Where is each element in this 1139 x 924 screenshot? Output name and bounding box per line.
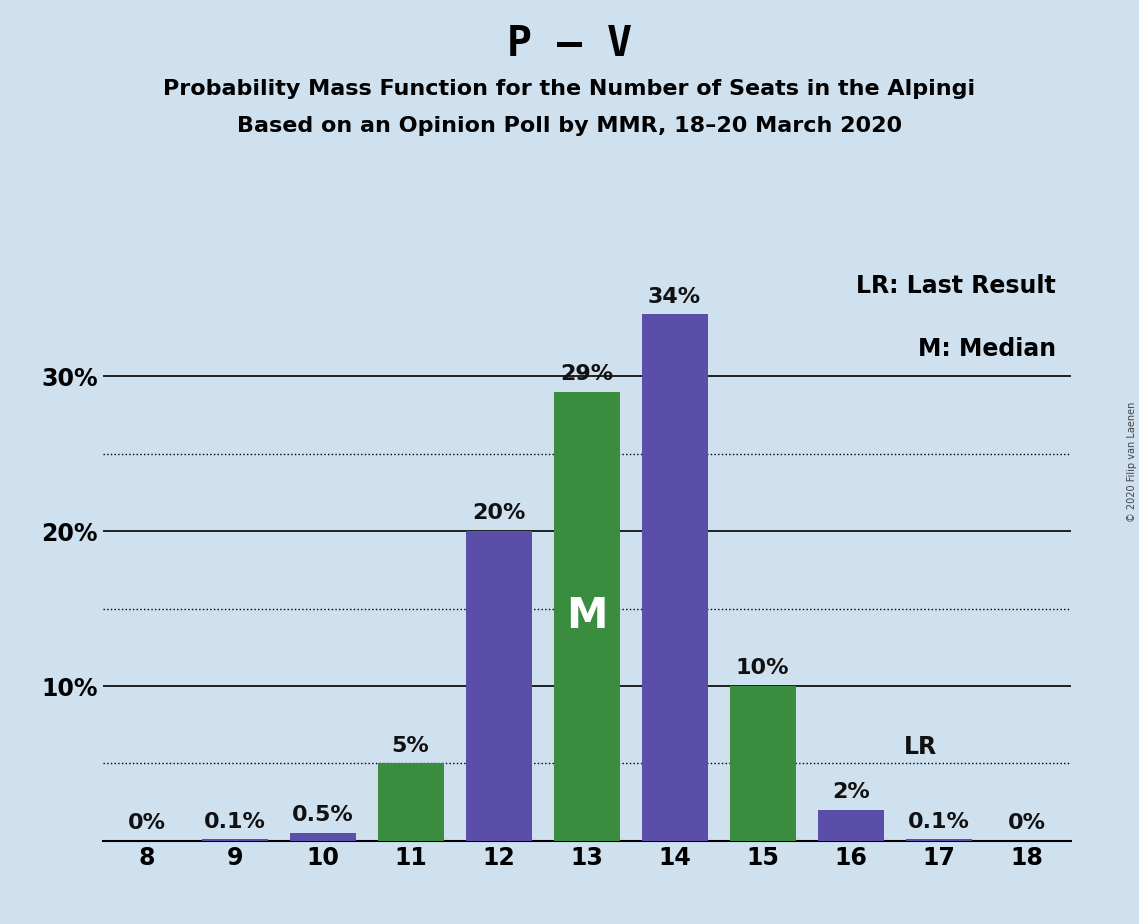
- Text: LR: LR: [903, 735, 936, 759]
- Bar: [554, 392, 620, 841]
- Text: 5%: 5%: [392, 736, 429, 756]
- Text: LR: Last Result: LR: Last Result: [857, 274, 1056, 298]
- Text: 0.1%: 0.1%: [204, 811, 265, 832]
- Text: 0.1%: 0.1%: [908, 811, 969, 832]
- Bar: [289, 833, 355, 841]
- Bar: [818, 809, 884, 841]
- Bar: [641, 314, 707, 841]
- Bar: [202, 839, 268, 841]
- Bar: [906, 839, 972, 841]
- Text: M: Median: M: Median: [918, 336, 1056, 360]
- Text: 0.5%: 0.5%: [292, 806, 353, 825]
- Text: M: M: [566, 595, 607, 638]
- Text: Based on an Opinion Poll by MMR, 18–20 March 2020: Based on an Opinion Poll by MMR, 18–20 M…: [237, 116, 902, 136]
- Text: 0%: 0%: [128, 813, 165, 833]
- Text: 34%: 34%: [648, 286, 702, 307]
- Text: 20%: 20%: [472, 504, 525, 523]
- Text: 2%: 2%: [831, 782, 869, 802]
- Bar: [377, 763, 443, 841]
- Text: 0%: 0%: [1008, 813, 1046, 833]
- Text: P – V: P – V: [507, 23, 632, 65]
- Text: 29%: 29%: [560, 364, 613, 384]
- Text: Probability Mass Function for the Number of Seats in the Alpingi: Probability Mass Function for the Number…: [163, 79, 976, 99]
- Text: 10%: 10%: [736, 658, 789, 678]
- Bar: [466, 531, 532, 841]
- Bar: [730, 686, 796, 841]
- Text: © 2020 Filip van Laenen: © 2020 Filip van Laenen: [1126, 402, 1137, 522]
